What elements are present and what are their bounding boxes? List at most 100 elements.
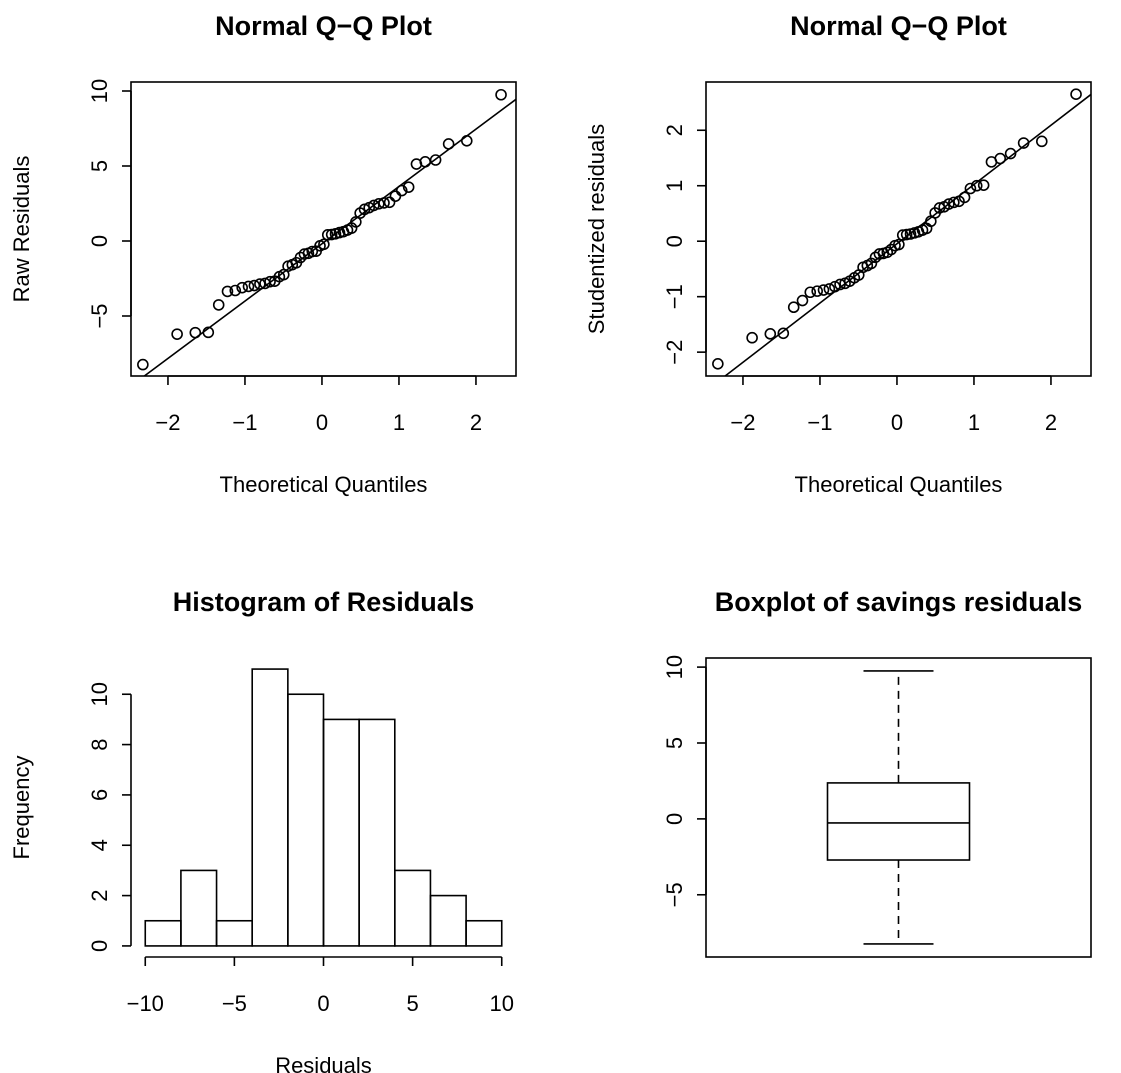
x-tick-label: 0 — [316, 410, 328, 435]
point — [933, 202, 946, 214]
bar — [287, 693, 325, 947]
point — [896, 229, 909, 241]
x-tick-label: 0 — [317, 991, 329, 1016]
point — [900, 228, 913, 241]
point — [321, 229, 334, 241]
x-tick-label: 0 — [891, 410, 903, 435]
x-tick-label: 5 — [406, 991, 418, 1016]
x-tick-label: −1 — [807, 410, 832, 435]
point — [306, 245, 319, 258]
point — [823, 283, 836, 295]
point — [298, 248, 311, 260]
x-tick-label: 1 — [968, 410, 980, 435]
y-tick-label: 5 — [87, 160, 112, 172]
point — [137, 358, 149, 371]
point — [236, 281, 248, 294]
point — [495, 88, 507, 101]
point — [948, 196, 960, 209]
bar — [429, 894, 467, 947]
point — [378, 197, 390, 209]
point — [1017, 137, 1030, 149]
plot-frame — [705, 81, 1092, 377]
y-tick-label: −5 — [87, 303, 112, 328]
y-tick-label: 1 — [662, 180, 687, 192]
y-tick-label: 0 — [662, 235, 687, 247]
x-axis-label: Theoretical Quantiles — [795, 472, 1003, 497]
chart-title: Histogram of Residuals — [173, 587, 475, 617]
bar — [144, 919, 182, 947]
point — [817, 284, 830, 296]
x-tick-label: 1 — [393, 410, 405, 435]
point — [796, 294, 809, 307]
y-axis-label: Raw Residuals — [9, 156, 34, 303]
point — [221, 285, 234, 298]
point — [943, 198, 955, 210]
point — [964, 182, 977, 195]
point — [811, 285, 823, 297]
y-tick-label: 6 — [87, 789, 112, 801]
point — [804, 286, 817, 299]
bar — [180, 869, 218, 947]
y-tick-label: 0 — [662, 813, 687, 825]
x-axis-label: Theoretical Quantiles — [220, 472, 428, 497]
x-tick-label: −5 — [222, 991, 247, 1016]
x-tick-label: 10 — [489, 991, 513, 1016]
chart-title: Normal Q−Q Plot — [215, 11, 432, 41]
point — [402, 181, 415, 193]
y-axis-label: Studentized residuals — [584, 124, 609, 334]
point — [248, 279, 261, 292]
y-tick-label: 10 — [662, 655, 687, 679]
chart-title: Normal Q−Q Plot — [790, 11, 1007, 41]
point — [212, 299, 225, 311]
x-tick-label: −1 — [232, 410, 257, 435]
y-tick-label: 10 — [87, 79, 112, 103]
bar — [358, 718, 396, 947]
point — [970, 179, 983, 192]
y-tick-label: 10 — [87, 682, 112, 706]
y-tick-label: 4 — [87, 839, 112, 851]
y-tick-label: 2 — [662, 124, 687, 136]
y-tick-label: −5 — [662, 882, 687, 907]
point — [829, 280, 841, 293]
point — [1004, 147, 1017, 160]
point — [442, 138, 455, 150]
point — [873, 248, 886, 260]
x-tick-label: −2 — [155, 410, 180, 435]
point — [1035, 135, 1048, 148]
point — [383, 196, 396, 209]
point — [395, 184, 408, 197]
bar — [465, 919, 503, 947]
point — [958, 191, 971, 204]
y-tick-label: 0 — [87, 235, 112, 247]
bar — [322, 718, 360, 947]
point — [171, 328, 183, 340]
bar — [393, 869, 432, 947]
chart-title: Boxplot of savings residuals — [715, 587, 1083, 617]
plot-frame — [705, 657, 1092, 958]
x-tick-label: −2 — [730, 410, 755, 435]
bar — [215, 919, 254, 947]
point — [460, 135, 473, 147]
x-tick-label: −10 — [127, 991, 164, 1016]
point — [202, 326, 215, 339]
y-axis-label: Frequency — [9, 756, 34, 860]
point — [242, 280, 255, 293]
point — [764, 328, 777, 340]
point — [229, 284, 242, 297]
y-tick-label: 8 — [87, 738, 112, 750]
y-tick-label: 5 — [662, 737, 687, 749]
point — [318, 238, 330, 251]
box — [826, 782, 971, 861]
point — [389, 190, 402, 202]
bar — [251, 668, 289, 947]
x-tick-label: 2 — [470, 410, 482, 435]
point — [787, 301, 800, 314]
point — [777, 327, 790, 340]
point — [994, 152, 1007, 165]
point — [1070, 88, 1082, 101]
plot-frame — [130, 81, 517, 377]
point — [712, 357, 724, 370]
y-tick-label: −2 — [662, 340, 687, 365]
